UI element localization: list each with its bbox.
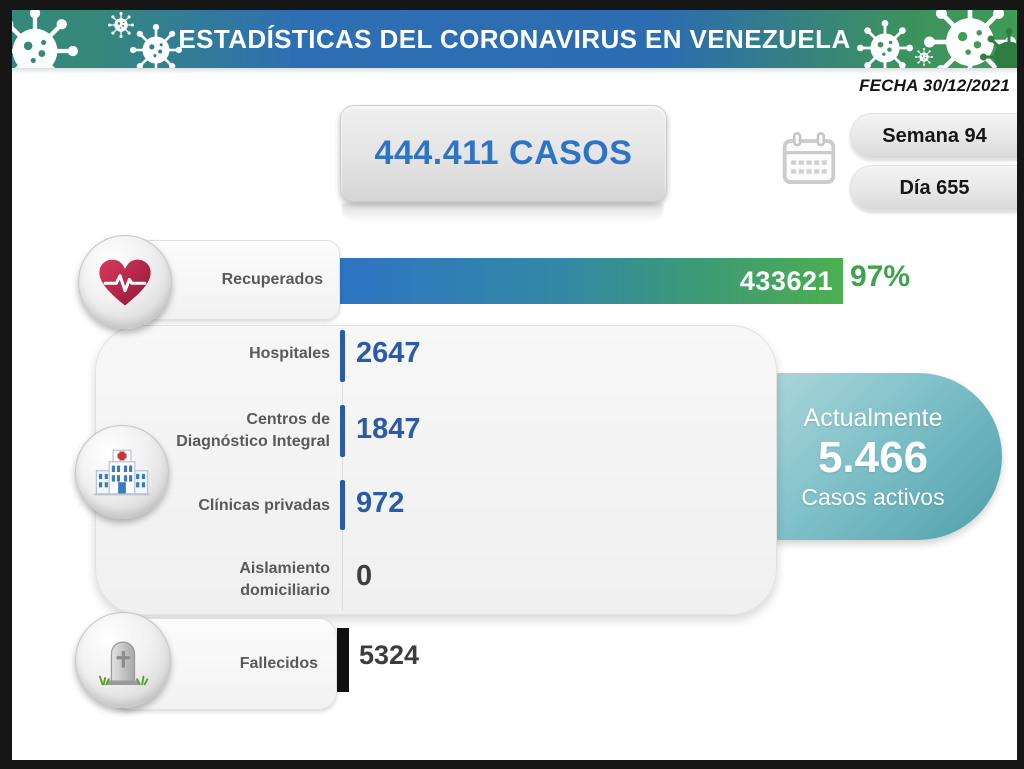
active-cases-subcaption: Casos activos: [801, 483, 945, 510]
header-reflection: [12, 68, 1017, 74]
row-label-hospitales: Hospitales: [249, 345, 330, 362]
total-cases-reflection: [342, 203, 663, 223]
calendar-icon: [782, 132, 836, 184]
recovered-bar: 433621: [340, 258, 843, 304]
slide-canvas: ESTADÍSTICAS DEL CORONAVIRUS EN VENEZUEL…: [12, 10, 1017, 760]
virus-icon: [12, 10, 78, 68]
deceased-badge: [75, 612, 171, 708]
row-tick: [340, 330, 345, 382]
page-title: ESTADÍSTICAS DEL CORONAVIRUS EN VENEZUEL…: [178, 24, 851, 54]
deceased-label: Fallecidos: [239, 655, 318, 672]
active-cases-caption: Actualmente: [803, 403, 943, 432]
total-cases-box: 444.411 CASOS: [340, 105, 667, 202]
active-cases-value: 5.466: [817, 432, 929, 482]
row-value-clinicas: 972: [356, 487, 405, 519]
row-value-aislamiento: 0: [356, 560, 373, 592]
deceased-bar: [337, 628, 349, 692]
care-panel: [95, 325, 777, 615]
week-badge: Semana 94: [850, 113, 1017, 159]
header-banner: ESTADÍSTICAS DEL CORONAVIRUS EN VENEZUEL…: [12, 10, 1017, 68]
active-cases-box: Actualmente 5.466 Casos activos: [770, 373, 1002, 540]
row-tick: [340, 480, 345, 530]
deceased-value: 5324: [359, 640, 420, 670]
day-badge: Día 655: [850, 165, 1017, 211]
row-label-clinicas: Clínicas privadas: [198, 497, 330, 514]
tombstone-icon: [99, 641, 149, 686]
row-label-cdi: Centros de Diagnóstico Integral: [176, 411, 330, 450]
hospital-badge: [75, 425, 169, 519]
row-value-hospitales: 2647: [356, 337, 421, 369]
row-value-cdi: 1847: [356, 413, 421, 445]
heart-ekg-icon: [99, 259, 151, 306]
total-cases-value: 444.411 CASOS: [374, 134, 633, 172]
virus-icon: [980, 28, 1017, 68]
row-label-aislamiento: Aislamiento domiciliario: [239, 560, 330, 599]
row-tick: [340, 405, 345, 457]
recovered-value: 433621: [739, 265, 833, 296]
hospital-building-icon: [93, 449, 151, 496]
recovered-badge: [78, 235, 172, 329]
date-label: FECHA 30/12/2021: [859, 76, 1010, 95]
panel-axis-line: [342, 328, 343, 611]
recovered-percent: 97%: [850, 260, 911, 293]
recovered-label: Recuperados: [221, 271, 323, 288]
